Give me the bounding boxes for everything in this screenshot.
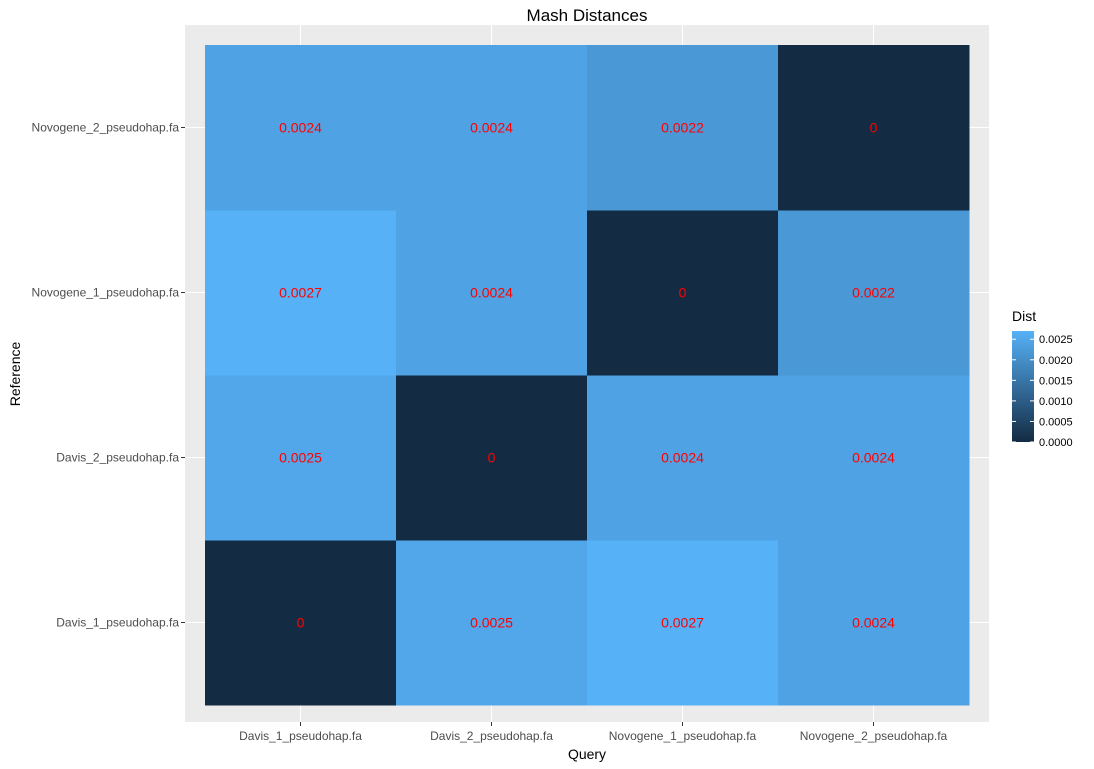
cell-value-label: 0: [297, 615, 305, 631]
x-tick-label: Davis_2_pseudohap.fa: [430, 729, 553, 743]
color-legend: Dist 0.0000 0.0005 0.0010 0.0015 0.0020 0.002…: [1012, 308, 1073, 449]
legend-colorbar: [1012, 331, 1034, 442]
heatmap-cell: [396, 45, 588, 211]
heatmap-cell: [778, 45, 970, 211]
heatmap-cell: [778, 375, 970, 541]
x-tick-label: Novogene_1_pseudohap.fa: [609, 729, 757, 743]
legend-tick-label: 0.0020: [1039, 355, 1073, 367]
cell-value-label: 0.0024: [852, 450, 895, 466]
cell-value-label: 0.0025: [279, 450, 322, 466]
heatmap-cell: [778, 210, 970, 376]
x-axis-ticks: Davis_1_pseudohap.fa Davis_2_pseudohap.fa…: [239, 722, 948, 743]
heatmap-cell: [587, 45, 779, 211]
heatmap-cell: [205, 45, 397, 211]
legend-tick-label: 0.0015: [1039, 375, 1073, 387]
x-tick-label: Davis_1_pseudohap.fa: [239, 729, 362, 743]
legend-tick-label: 0.0000: [1039, 437, 1073, 449]
x-axis-title: Query: [568, 746, 606, 762]
cell-value-label: 0.0025: [470, 615, 513, 631]
cell-value-label: 0.0024: [470, 285, 513, 301]
cell-value-label: 0: [679, 285, 687, 301]
heatmap-cell: [396, 540, 588, 706]
cell-value-label: 0: [870, 120, 878, 136]
heatmap-cells: [205, 45, 970, 706]
legend-tick-label: 0.0025: [1039, 334, 1073, 346]
y-tick-label: Davis_2_pseudohap.fa: [56, 451, 179, 465]
cell-value-label: 0.0024: [279, 120, 322, 136]
y-tick-label: Novogene_1_pseudohap.fa: [32, 286, 180, 300]
legend-tick-label: 0.0010: [1039, 396, 1073, 408]
legend-title: Dist: [1012, 308, 1036, 324]
y-axis-ticks: Davis_1_pseudohap.fa Davis_2_pseudohap.fa…: [32, 121, 185, 630]
heatmap-cell: [778, 540, 970, 706]
heatmap-cell: [587, 375, 779, 541]
heatmap-cell: [587, 540, 779, 706]
cell-value-label: 0.0027: [661, 615, 704, 631]
cell-value-label: 0.0024: [661, 450, 704, 466]
legend-tick-label: 0.0005: [1039, 416, 1073, 428]
legend-ticks: 0.0000 0.0005 0.0010 0.0015 0.0020 0.0025: [1012, 334, 1073, 449]
heatmap-cell: [587, 210, 779, 376]
cell-value-label: 0.0022: [661, 120, 704, 136]
y-axis-title: Reference: [7, 341, 23, 406]
y-tick-label: Novogene_2_pseudohap.fa: [32, 121, 180, 135]
cell-value-label: 0.0024: [852, 615, 895, 631]
heatmap-cell: [396, 375, 588, 541]
chart-title: Mash Distances: [527, 6, 648, 25]
y-tick-label: Davis_1_pseudohap.fa: [56, 616, 179, 630]
heatmap-cell: [205, 540, 397, 706]
cell-value-labels: 0 0.0025 0.0027 0.0024 0.0025 0 0.0024 0.0024 0.…: [279, 120, 895, 631]
cell-value-label: 0: [488, 450, 496, 466]
x-tick-label: Novogene_2_pseudohap.fa: [800, 729, 948, 743]
heatmap-cell: [396, 210, 588, 376]
cell-value-label: 0.0024: [470, 120, 513, 136]
heatmap-cell: [205, 210, 397, 376]
cell-value-label: 0.0027: [279, 285, 322, 301]
heatmap-cell: [205, 375, 397, 541]
cell-value-label: 0.0022: [852, 285, 895, 301]
